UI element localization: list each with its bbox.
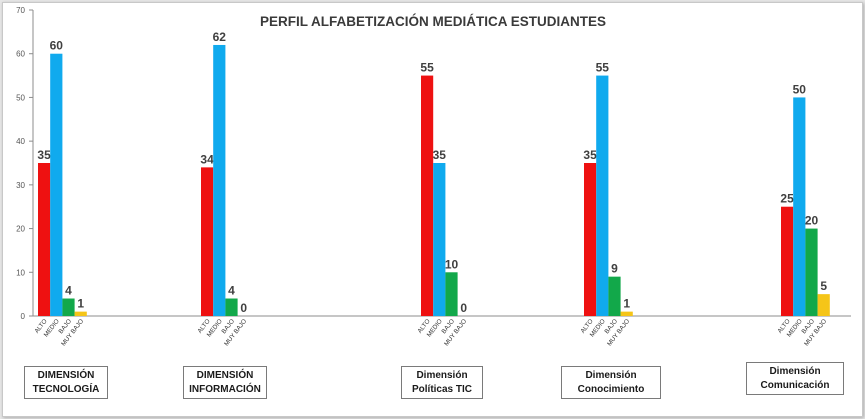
- y-tick-label: 40: [16, 137, 25, 146]
- bar: [781, 206, 794, 316]
- bar: [201, 167, 214, 316]
- bar: [817, 294, 830, 316]
- dimension-label-line2: Comunicación: [760, 379, 830, 391]
- data-label: 50: [793, 82, 807, 96]
- data-label: 1: [77, 297, 84, 311]
- data-label: 9: [611, 262, 618, 276]
- y-tick-label: 30: [16, 181, 25, 190]
- y-tick-label: 70: [16, 6, 25, 15]
- dimension-label-line1: Dimensión: [769, 365, 821, 377]
- data-label: 4: [228, 284, 235, 298]
- data-label: 34: [200, 152, 214, 166]
- data-label: 35: [433, 148, 447, 162]
- dimension-label-line1: Dimensión: [416, 369, 468, 381]
- bar: [421, 75, 434, 316]
- data-label: 55: [596, 61, 610, 75]
- data-label: 20: [805, 214, 819, 228]
- data-label: 55: [420, 61, 434, 75]
- data-label: 4: [65, 284, 72, 298]
- data-label: 1: [623, 297, 630, 311]
- bar: [793, 97, 806, 316]
- dimension-label-line1: DIMENSIÓN: [196, 369, 254, 381]
- dimension-label-box: Dimensión Conocimiento: [561, 366, 661, 399]
- data-label: 60: [50, 39, 64, 53]
- bar: [62, 298, 75, 316]
- dimension-label-line2: Políticas TIC: [411, 383, 472, 395]
- data-label: 62: [213, 30, 227, 44]
- data-label: 25: [780, 192, 794, 206]
- y-tick-label: 20: [16, 225, 25, 234]
- bar: [584, 163, 597, 316]
- bar: [225, 298, 238, 316]
- data-label: 0: [460, 301, 467, 315]
- bar: [805, 228, 818, 316]
- dimension-label-box: Dimensión Políticas TIC: [401, 366, 483, 399]
- bar: [74, 311, 87, 316]
- data-label: 35: [37, 148, 51, 162]
- bar: [596, 75, 609, 316]
- dimension-label-box: DIMENSIÓN TECNOLOGÍA: [24, 366, 108, 399]
- dimension-label-line2: Conocimiento: [577, 383, 645, 395]
- data-label: 5: [820, 279, 827, 293]
- bar: [50, 53, 63, 316]
- bar: [433, 163, 446, 316]
- y-tick-label: 0: [21, 312, 26, 321]
- bar: [608, 276, 621, 316]
- dimension-label-box: Dimensión Comunicación: [746, 362, 844, 395]
- y-tick-label: 60: [16, 50, 25, 59]
- bar-chart: PERFIL ALFABETIZACIÓN MEDIÁTICA ESTUDIAN…: [16, 6, 851, 348]
- dimension-label-line2: INFORMACIÓN: [189, 383, 261, 395]
- dimension-label-box: DIMENSIÓN INFORMACIÓN: [183, 366, 267, 399]
- y-tick-label: 50: [16, 93, 25, 102]
- data-label: 35: [583, 148, 597, 162]
- y-tick-label: 10: [16, 268, 25, 277]
- chart-title: PERFIL ALFABETIZACIÓN MEDIÁTICA ESTUDIAN…: [260, 14, 606, 29]
- bar: [445, 272, 458, 316]
- bar: [213, 44, 226, 316]
- bar: [38, 163, 51, 316]
- bar: [620, 311, 633, 316]
- data-label: 0: [240, 301, 247, 315]
- data-label: 10: [445, 257, 459, 271]
- dimension-label-line1: DIMENSIÓN: [37, 369, 95, 381]
- dimension-label-line1: Dimensión: [585, 369, 637, 381]
- dimension-label-line2: TECNOLOGÍA: [32, 383, 100, 395]
